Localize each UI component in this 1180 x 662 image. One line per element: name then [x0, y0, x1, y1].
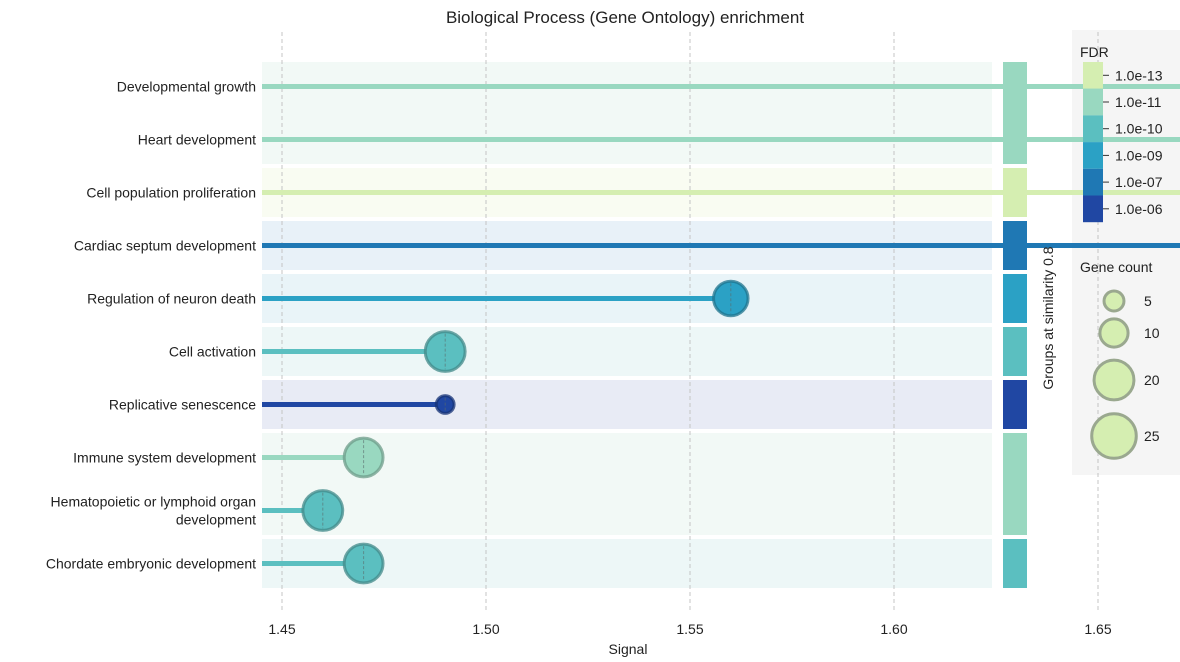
fdr-legend-title: FDR: [1080, 44, 1109, 60]
category-label: Replicative senescence: [109, 397, 256, 413]
size-legend-circle: [1094, 360, 1134, 400]
x-tick-label: 1.60: [880, 621, 907, 637]
group-color-bar: [1003, 327, 1027, 376]
fdr-legend-label: 1.0e-13: [1115, 67, 1163, 83]
category-label: Heart development: [138, 132, 256, 148]
chart-title: Biological Process (Gene Ontology) enric…: [446, 8, 804, 27]
group-color-bar: [1003, 539, 1027, 588]
fdr-legend-swatch: [1083, 196, 1103, 223]
fdr-legend-label: 1.0e-09: [1115, 147, 1163, 163]
x-tick-label: 1.50: [472, 621, 499, 637]
group-color-bar: [1003, 62, 1027, 164]
category-label: Chordate embryonic development: [46, 556, 256, 572]
group-color-bar: [1003, 380, 1027, 429]
x-tick-label: 1.45: [268, 621, 295, 637]
category-label: Cell population proliferation: [86, 185, 256, 201]
size-legend-circle: [1104, 291, 1124, 311]
category-label: Cell activation: [169, 344, 256, 360]
category-label: Hematopoietic or lymphoid organ developme…: [51, 494, 257, 528]
fdr-legend-label: 1.0e-11: [1115, 94, 1162, 110]
group-color-bar: [1003, 168, 1027, 217]
group-color-bar: [1003, 274, 1027, 323]
groups-axis-label: Groups at similarity 0.8: [1040, 246, 1056, 389]
size-legend-label: 25: [1144, 428, 1160, 444]
category-label: Cardiac septum development: [74, 238, 256, 254]
group-band: [262, 62, 992, 164]
fdr-legend-swatch: [1083, 62, 1103, 89]
size-legend-label: 20: [1144, 372, 1160, 388]
fdr-legend-swatch: [1083, 169, 1103, 196]
size-legend-label: 10: [1144, 325, 1160, 341]
category-label: Immune system development: [73, 450, 256, 466]
fdr-legend-label: 1.0e-06: [1115, 201, 1163, 217]
category-label: Developmental growth: [117, 79, 256, 95]
category-label: Regulation of neuron death: [87, 291, 256, 307]
size-legend-title: Gene count: [1080, 259, 1152, 275]
fdr-legend-swatch: [1083, 142, 1103, 169]
group-color-bar: [1003, 433, 1027, 535]
fdr-legend-label: 1.0e-10: [1115, 121, 1163, 137]
x-axis-label: Signal: [609, 641, 648, 657]
size-legend-circle: [1092, 414, 1137, 459]
fdr-legend-swatch: [1083, 89, 1103, 116]
x-tick-label: 1.65: [1084, 621, 1111, 637]
fdr-legend-swatch: [1083, 115, 1103, 142]
size-legend-label: 5: [1144, 293, 1152, 309]
size-legend-circle: [1100, 319, 1128, 347]
fdr-legend-label: 1.0e-07: [1115, 174, 1163, 190]
group-color-bar: [1003, 221, 1027, 270]
x-tick-label: 1.55: [676, 621, 703, 637]
